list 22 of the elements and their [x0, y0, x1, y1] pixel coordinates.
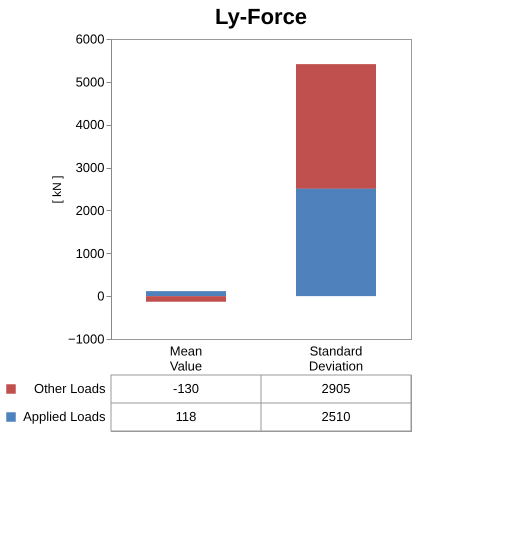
- data-label: -130: [172, 381, 200, 396]
- y-tick-label: 0: [97, 288, 104, 304]
- y-tick-label: 6000: [76, 32, 104, 46]
- y-tick-label: 4000: [76, 117, 104, 132]
- x-tick-label: Standard Deviation: [308, 344, 364, 374]
- y-tick-label: 1000: [76, 246, 104, 261]
- data-label: 2905: [322, 381, 350, 396]
- bar: [296, 64, 376, 189]
- x-tick-label: Mean Value: [170, 344, 202, 374]
- legend-label: Applied Loads: [23, 409, 106, 424]
- legend-label: Other Loads: [34, 381, 106, 396]
- y-tick-label: 3000: [76, 160, 104, 176]
- y-tick-label: −1000: [68, 332, 104, 346]
- chart-title: Ly-Force: [214, 4, 308, 29]
- bar: [146, 291, 226, 296]
- y-tick-label: 5000: [76, 74, 104, 90]
- y-tick-label: 2000: [76, 202, 104, 218]
- data-label: 2510: [322, 409, 350, 424]
- y-axis-title: [ kN ]: [50, 175, 64, 204]
- bar: [296, 188, 376, 296]
- bar: [146, 296, 226, 302]
- data-label: 118: [176, 409, 196, 424]
